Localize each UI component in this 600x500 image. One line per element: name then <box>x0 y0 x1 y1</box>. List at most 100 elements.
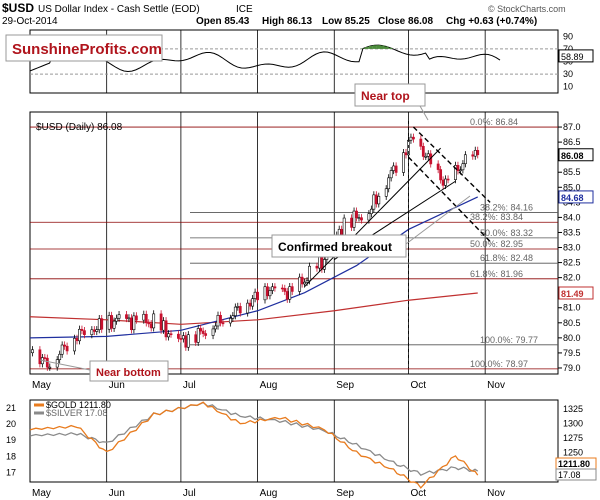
rsi-axis-label: 90 <box>563 31 573 41</box>
gold-silver-panel: 2120191817132513001275125012251211.8017.… <box>6 401 597 489</box>
candle-body <box>75 338 79 342</box>
candle-body <box>374 194 378 205</box>
candle-body <box>144 313 148 324</box>
gold-badge-text: 1211.80 <box>558 459 590 469</box>
candle-body <box>233 306 237 316</box>
candle-body <box>73 338 76 352</box>
candle-body <box>65 345 69 352</box>
price-badge <box>558 148 594 162</box>
month-label: May <box>32 380 51 391</box>
candle-body <box>147 322 151 325</box>
silver-badge <box>555 468 597 481</box>
fib-level-label: 50.0%: 82.95 <box>470 239 523 249</box>
candle-body <box>372 194 376 210</box>
candle-body <box>439 169 443 181</box>
candle-body <box>134 315 138 321</box>
candle-body <box>315 265 319 269</box>
candle-body <box>377 196 381 205</box>
candle-body <box>322 259 326 270</box>
candle-body <box>167 333 170 338</box>
candle-body <box>263 286 267 301</box>
instrument-name: US Dollar Index - Cash Settle (EOD) <box>38 4 200 15</box>
candle-body <box>392 165 396 171</box>
candle-body <box>409 136 413 141</box>
candle-body <box>421 146 425 157</box>
candle-body <box>305 280 309 283</box>
exchange-name: ICE <box>236 4 253 15</box>
candle-body <box>214 325 217 330</box>
candle-body <box>112 320 116 329</box>
commodity-panel-frame <box>29 399 559 483</box>
near-bottom-label: Near bottom <box>96 367 161 379</box>
candle-body <box>236 306 240 308</box>
candle-body <box>43 357 47 359</box>
price-axis-label: 87.0 <box>563 122 581 132</box>
silver-axis-label: 18 <box>6 451 16 461</box>
price-axis-label: 85.5 <box>563 167 581 177</box>
gold-axis-label: 1250 <box>563 448 583 458</box>
candle-body <box>100 318 104 330</box>
uptrend-line <box>304 147 441 288</box>
candle-body <box>80 328 84 331</box>
candle-body <box>271 286 274 291</box>
candle-body <box>194 334 198 343</box>
rsi-axis-label: 10 <box>563 82 573 92</box>
price-badge-text: 81.49 <box>561 289 584 299</box>
candle-body <box>107 315 111 330</box>
silver-legend: $SILVER 17.08 <box>46 408 107 418</box>
breakout-arrow <box>405 195 471 245</box>
price-axis-label: 80.5 <box>563 318 581 328</box>
fib-level-label: 100.0%: 79.77 <box>480 335 538 345</box>
candle-body <box>456 165 460 172</box>
candle-body <box>446 178 450 181</box>
candle-body <box>117 314 121 319</box>
candle-body <box>248 302 252 307</box>
candle-body <box>266 286 269 297</box>
near-top-label: Near top <box>361 89 410 103</box>
fib-level-label: 38.2%: 84.16 <box>480 203 533 213</box>
candle-body <box>115 317 118 322</box>
candle-body <box>268 290 272 297</box>
month-label: Sep <box>336 380 354 391</box>
near-bottom-box <box>89 360 169 382</box>
candle-body <box>350 217 353 228</box>
candle-body <box>130 317 133 331</box>
low-value: Low 85.25 <box>322 16 370 27</box>
candle-body <box>184 335 188 348</box>
candle-body <box>454 165 457 180</box>
gold-axis-label: 1325 <box>563 404 583 414</box>
price-badge-text: 86.08 <box>561 151 584 161</box>
rsi-axis-label: 30 <box>563 69 573 79</box>
candle-body <box>228 318 232 324</box>
candle-body <box>471 154 475 157</box>
month-label-lower: Aug <box>260 488 278 499</box>
month-label-lower: Oct <box>410 488 426 499</box>
candle-body <box>97 318 101 330</box>
candle-body <box>45 357 49 368</box>
candle-body <box>199 328 203 332</box>
candle-body <box>201 330 205 334</box>
candle-body <box>461 163 465 171</box>
candle-body <box>285 291 289 300</box>
month-label: Aug <box>260 380 278 391</box>
candle-body <box>300 276 304 285</box>
candle-body <box>290 286 294 292</box>
candle-body <box>473 150 477 157</box>
candle-body <box>164 320 168 338</box>
moving-averages <box>29 196 478 339</box>
price-badge <box>558 286 594 300</box>
candle-body <box>169 333 173 336</box>
candle-body <box>394 165 398 173</box>
month-label: Oct <box>410 380 426 391</box>
open-value: Open 85.43 <box>196 16 250 27</box>
fib-level-label: 61.8%: 82.48 <box>480 253 533 263</box>
candle-body <box>95 329 99 332</box>
month-label-lower: May <box>32 488 51 499</box>
price-axis-label: 82.5 <box>563 258 581 268</box>
candle-body <box>211 328 215 336</box>
candle-body <box>404 152 408 156</box>
candle-body <box>419 138 423 147</box>
watermark-text: SunshineProfits.com <box>12 41 162 58</box>
price-axis-label: 79.5 <box>563 348 581 358</box>
